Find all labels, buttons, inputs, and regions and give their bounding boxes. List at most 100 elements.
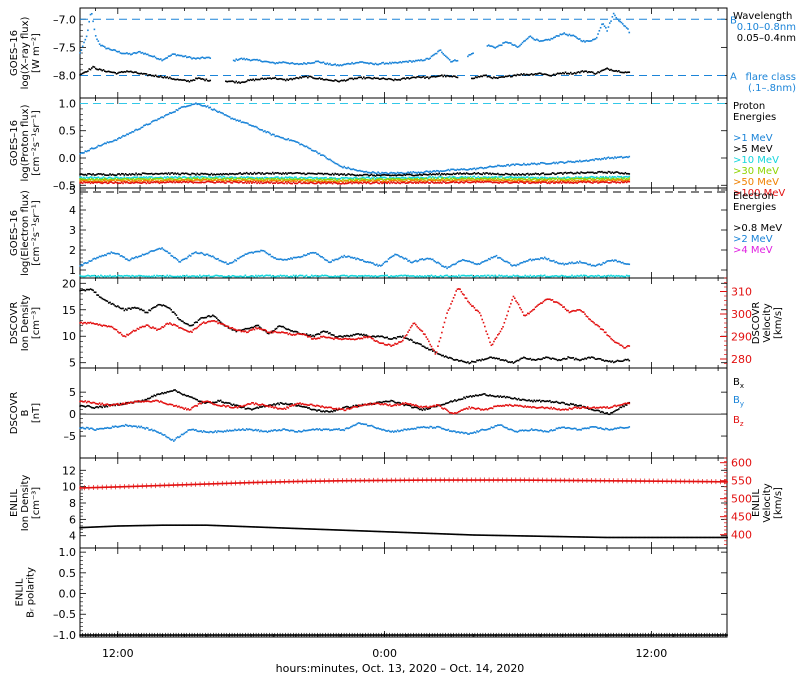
data-point: [605, 179, 607, 182]
data-point: [352, 178, 355, 181]
data-point: [170, 180, 172, 182]
data-point: [249, 327, 252, 329]
data-point: [200, 56, 202, 59]
data-point: [504, 260, 507, 263]
data-point: [290, 178, 292, 181]
data-point: [572, 34, 575, 37]
data-point: [411, 275, 413, 277]
data-point: [300, 274, 303, 277]
data-point: [102, 143, 105, 145]
data-point: [153, 178, 156, 180]
data-point: [330, 79, 333, 82]
data-point: [402, 335, 404, 337]
data-point: [186, 56, 188, 59]
data-point: [389, 182, 391, 185]
data-point: [230, 117, 232, 120]
data-point: [300, 176, 303, 179]
data-point: [193, 103, 196, 105]
data-point: [171, 178, 174, 180]
data-point: [174, 172, 176, 174]
data-point: [249, 251, 252, 254]
data-point: [266, 178, 269, 180]
data-point: [169, 55, 171, 57]
data-point: [165, 179, 167, 182]
data-point: [468, 168, 471, 171]
data-point: [486, 176, 489, 179]
data-point: [136, 256, 139, 259]
data-point: [174, 179, 176, 181]
data-point: [402, 172, 404, 175]
data-point: [507, 75, 510, 77]
data-point: [584, 357, 586, 360]
data-point: [513, 176, 516, 179]
data-point: [614, 175, 616, 178]
data-point: [418, 181, 421, 183]
data-point: [214, 316, 217, 318]
data-point: [245, 176, 248, 178]
data-point: [235, 176, 238, 179]
data-point: [357, 182, 360, 185]
data-point: [223, 275, 226, 278]
data-point: [383, 63, 386, 65]
data-point: [464, 275, 467, 277]
data-point: [467, 274, 469, 277]
data-point: [426, 174, 429, 176]
data-point: [381, 174, 383, 176]
data-point: [334, 181, 336, 184]
data-point: [506, 41, 508, 44]
data-point: [391, 177, 394, 179]
data-point: [317, 275, 320, 278]
data-point: [491, 172, 494, 175]
data-point: [143, 275, 145, 277]
data-point: [552, 179, 555, 182]
data-point: [264, 130, 266, 132]
data-point: [395, 274, 398, 277]
data-point: [340, 335, 343, 338]
data-point: [325, 331, 327, 333]
data-point: [118, 274, 120, 277]
data-point: [188, 254, 191, 257]
data-point: [526, 73, 529, 76]
data-point: [351, 168, 353, 171]
data-point: [537, 258, 539, 260]
data-point: [154, 249, 157, 251]
data-point: [273, 62, 275, 64]
data-point: [191, 178, 193, 181]
data-point: [343, 79, 346, 81]
data-point: [143, 179, 145, 182]
data-point: [287, 181, 290, 183]
data-point: [383, 336, 386, 339]
data-point: [382, 176, 385, 179]
data-point: [200, 180, 202, 182]
data-point: [156, 75, 158, 78]
data-point: [79, 289, 81, 292]
data-point: [136, 178, 139, 180]
data-point: [487, 166, 490, 168]
data-point: [486, 259, 489, 262]
data-point: [558, 161, 560, 164]
data-point: [537, 39, 539, 42]
data-point: [241, 179, 244, 181]
data-point: [562, 180, 564, 183]
data-point: [478, 179, 481, 182]
data-point: [520, 177, 523, 180]
data-point: [94, 258, 97, 260]
data-point: [175, 275, 178, 278]
data-point: [267, 253, 270, 256]
data-point: [245, 275, 248, 278]
data-point: [620, 21, 623, 24]
data-point: [239, 176, 241, 179]
data-point: [457, 274, 460, 277]
data-point: [352, 181, 355, 184]
data-point: [111, 173, 114, 176]
data-point: [383, 176, 386, 179]
data-point: [592, 356, 594, 359]
data-point: [413, 341, 416, 344]
data-point: [320, 172, 322, 175]
data-point: [532, 74, 534, 76]
data-point: [416, 172, 418, 174]
data-point: [471, 274, 473, 277]
data-point: [603, 68, 606, 71]
data-point: [378, 182, 381, 185]
